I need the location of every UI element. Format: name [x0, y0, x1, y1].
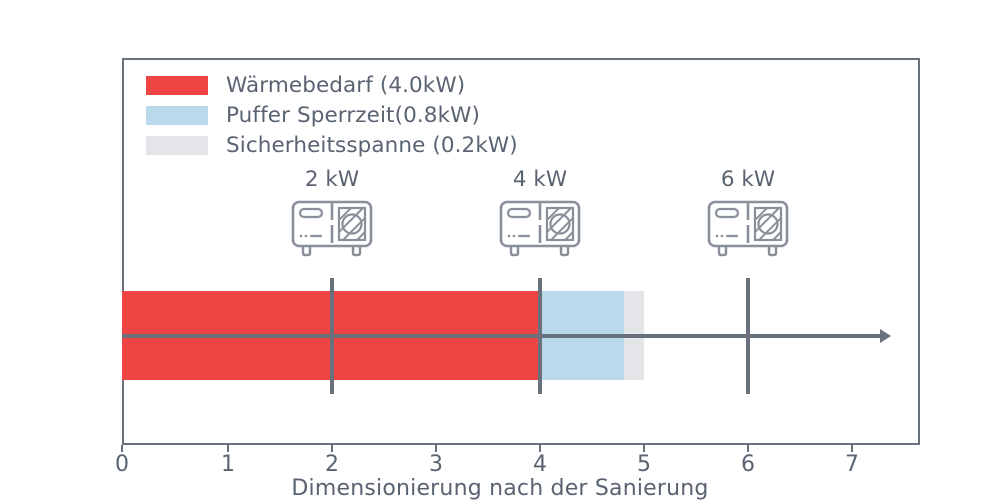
axes-frame	[122, 58, 920, 445]
xtick-mark-5	[643, 445, 645, 452]
xtick-mark-1	[227, 445, 229, 452]
xtick-label-1: 1	[221, 452, 235, 477]
legend-item-sicherheitsspanne: Sicherheitsspanne (0.2kW)	[146, 130, 546, 160]
legend-swatch-waermebedarf	[146, 75, 208, 95]
xtick-label-0: 0	[115, 452, 129, 477]
xtick-mark-0	[121, 445, 123, 452]
annotation-group-2kw: 2 kW	[272, 168, 392, 260]
xtick-label-5: 5	[637, 452, 651, 477]
annotation-label-6kw: 6 kW	[720, 167, 776, 192]
xtick-mark-7	[851, 445, 853, 452]
x-axis-label: Dimensionierung nach der Sanierung	[291, 476, 709, 500]
legend-swatch-puffer-sperrzeit	[146, 105, 208, 125]
legend-item-puffer-sperrzeit: Puffer Sperrzeit(0.8kW)	[146, 100, 546, 130]
xtick-mark-6	[747, 445, 749, 452]
legend-label-puffer-sperrzeit: Puffer Sperrzeit(0.8kW)	[226, 102, 480, 128]
xtick-mark-2	[331, 445, 333, 452]
chart-legend: Wärmebedarf (4.0kW) Puffer Sperrzeit(0.8…	[146, 70, 546, 160]
annotation-group-4kw: 4 kW	[480, 168, 600, 260]
xtick-label-4: 4	[533, 452, 547, 477]
xtick-label-7: 7	[845, 452, 859, 477]
axis-arrow-line	[122, 334, 884, 338]
heat-pump-icon	[291, 200, 373, 257]
xtick-label-2: 2	[325, 452, 339, 477]
xtick-mark-3	[435, 445, 437, 452]
annotation-label-4kw: 4 kW	[512, 167, 568, 192]
xtick-mark-4	[539, 445, 541, 452]
annotation-group-6kw: 6 kW	[688, 168, 808, 260]
legend-item-waermebedarf: Wärmebedarf (4.0kW)	[146, 70, 546, 100]
legend-swatch-sicherheitsspanne	[146, 135, 208, 155]
annotation-label-2kw: 2 kW	[304, 167, 360, 192]
xtick-label-6: 6	[741, 452, 755, 477]
heat-pump-icon	[499, 200, 581, 257]
heat-pump-icon	[707, 200, 789, 257]
axis-arrow-head	[880, 329, 891, 343]
xtick-label-3: 3	[429, 452, 443, 477]
legend-label-sicherheitsspanne: Sicherheitsspanne (0.2kW)	[226, 132, 518, 158]
legend-label-waermebedarf: Wärmebedarf (4.0kW)	[226, 72, 466, 98]
